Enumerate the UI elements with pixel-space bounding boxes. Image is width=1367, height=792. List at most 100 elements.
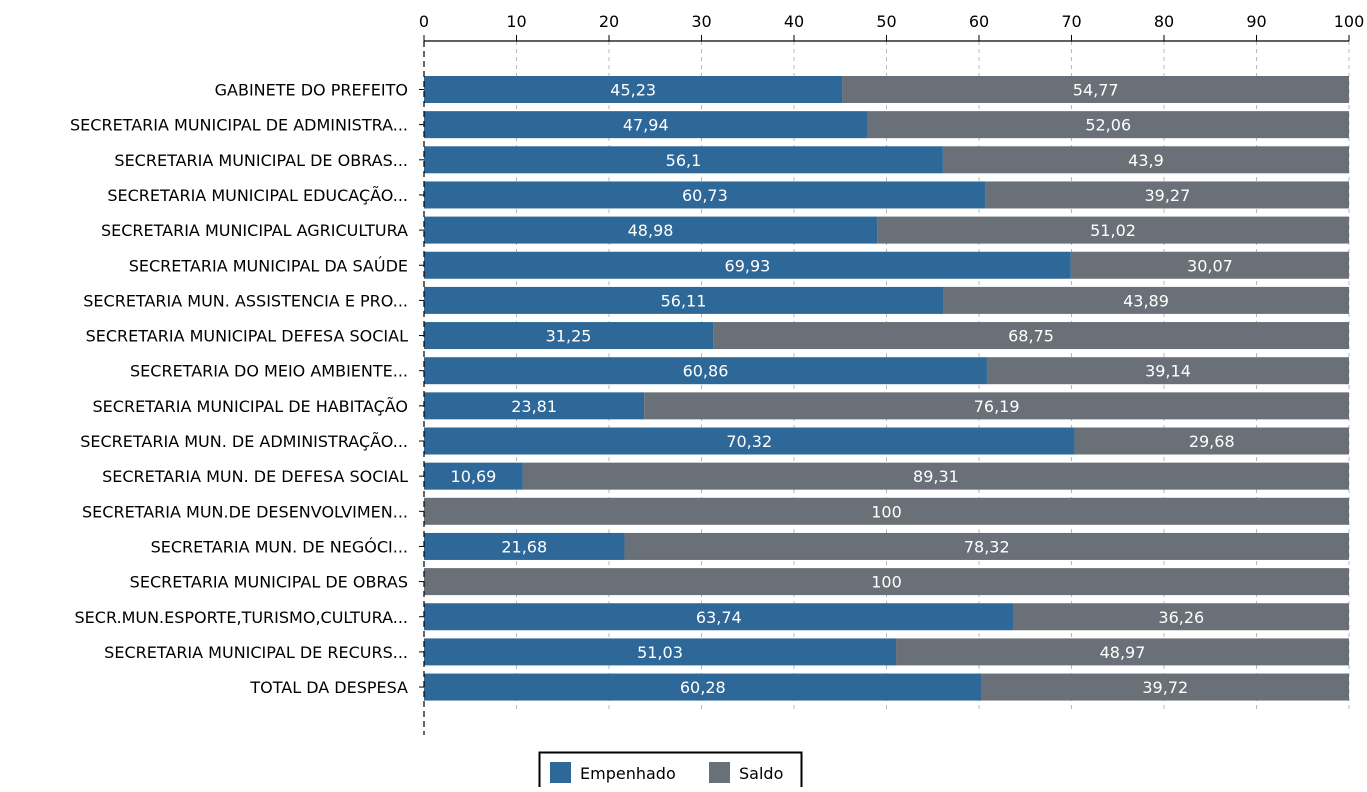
bar-segment-empenhado xyxy=(424,638,897,666)
category-label: SECRETARIA MUNICIPAL DE ADMINISTRA... xyxy=(70,116,408,135)
data-label: 43,9 xyxy=(1128,151,1164,170)
category-label: SECRETARIA MUN. ASSISTENCIA E PRO... xyxy=(83,291,408,310)
bar-segment-empenhado xyxy=(424,427,1075,455)
bar-segment-empenhado xyxy=(424,322,714,350)
bar-segment-empenhado xyxy=(424,286,944,314)
data-label: 48,97 xyxy=(1100,643,1146,662)
x-tick-label: 40 xyxy=(784,12,804,31)
bar-segment-saldo xyxy=(1013,603,1349,631)
data-label: 68,75 xyxy=(1008,327,1054,346)
category-label: SECRETARIA MUN. DE DEFESA SOCIAL xyxy=(102,467,408,486)
data-label: 48,98 xyxy=(628,221,674,240)
legend-label-saldo[interactable]: Saldo xyxy=(739,764,783,783)
category-label: GABINETE DO PREFEITO xyxy=(215,81,408,100)
bar-segment-saldo xyxy=(424,568,1349,596)
x-tick-label: 90 xyxy=(1246,12,1266,31)
category-label: SECRETARIA MUNICIPAL DE OBRAS xyxy=(130,573,408,592)
data-label: 10,69 xyxy=(451,467,497,486)
x-tick-label: 20 xyxy=(599,12,619,31)
data-label: 51,02 xyxy=(1090,221,1136,240)
category-label: SECRETARIA MUNICIPAL DE RECURS... xyxy=(104,643,408,662)
data-label: 39,27 xyxy=(1144,186,1190,205)
bar-segment-empenhado xyxy=(424,181,986,209)
data-label: 39,14 xyxy=(1145,362,1191,381)
bar-segment-saldo xyxy=(942,146,1349,174)
bar-segment-empenhado xyxy=(424,392,645,420)
bar-segment-saldo xyxy=(644,392,1349,420)
bar-segment-empenhado xyxy=(424,251,1071,279)
bar-segment-empenhado xyxy=(424,146,943,174)
data-label: 36,26 xyxy=(1158,608,1204,627)
legend-swatch-empenhado[interactable] xyxy=(550,762,571,783)
category-label: TOTAL DA DESPESA xyxy=(249,678,408,697)
x-tick-label: 10 xyxy=(506,12,526,31)
data-label: 31,25 xyxy=(546,327,592,346)
category-label: SECRETARIA MUNICIPAL AGRICULTURA xyxy=(101,221,408,240)
data-label: 39,72 xyxy=(1142,678,1188,697)
data-label: 45,23 xyxy=(610,81,656,100)
legend-swatch-saldo[interactable] xyxy=(709,762,730,783)
category-label: SECRETARIA MUN.DE DESENVOLVIMEN... xyxy=(82,502,408,521)
bar-segment-empenhado xyxy=(424,673,982,701)
data-label: 23,81 xyxy=(511,397,557,416)
category-label: SECRETARIA MUNICIPAL DA SAÚDE xyxy=(129,256,408,275)
data-label: 60,73 xyxy=(682,186,728,205)
bar-segment-empenhado xyxy=(424,532,625,560)
category-label: SECR.MUN.ESPORTE,TURISMO,CULTURA... xyxy=(75,608,409,627)
bar-segment-empenhado xyxy=(424,76,843,103)
bar-segment-saldo xyxy=(424,497,1349,525)
bar-segment-saldo xyxy=(981,673,1349,701)
bar-segment-empenhado xyxy=(424,216,878,244)
data-label: 70,32 xyxy=(726,432,772,451)
bar-segment-empenhado xyxy=(424,357,987,385)
data-label: 56,1 xyxy=(666,151,702,170)
x-tick-label: 50 xyxy=(876,12,896,31)
x-tick-label: 30 xyxy=(691,12,711,31)
data-label: 89,31 xyxy=(913,467,959,486)
data-label: 60,86 xyxy=(683,362,729,381)
data-label: 30,07 xyxy=(1187,256,1233,275)
data-label: 76,19 xyxy=(974,397,1020,416)
legend-label-empenhado[interactable]: Empenhado xyxy=(580,764,676,783)
x-tick-label: 100 xyxy=(1334,12,1365,31)
category-label: SECRETARIA MUN. DE NEGÓCI... xyxy=(151,537,408,556)
category-label: SECRETARIA MUN. DE ADMINISTRAÇÃO... xyxy=(80,432,408,451)
data-label: 69,93 xyxy=(725,256,771,275)
bar-segment-saldo xyxy=(842,76,1349,103)
category-label: SECRETARIA DO MEIO AMBIENTE... xyxy=(130,362,408,381)
bar-segment-saldo xyxy=(624,532,1349,560)
bars: 45,23 54,77 47,94 52,06 56,1 43,9 60,73 39,27 48… xyxy=(424,76,1349,701)
bar-segment-empenhado xyxy=(424,603,1014,631)
data-label: 43,89 xyxy=(1123,291,1169,310)
data-label: 54,77 xyxy=(1073,81,1119,100)
category-label: SECRETARIA MUNICIPAL DE HABITAÇÃO xyxy=(93,397,408,416)
x-tick-label: 80 xyxy=(1154,12,1174,31)
data-label: 51,03 xyxy=(637,643,683,662)
data-label: 21,68 xyxy=(501,537,547,556)
data-label: 63,74 xyxy=(696,608,742,627)
data-label: 56,11 xyxy=(661,291,707,310)
bar-segment-empenhado xyxy=(424,111,868,139)
data-label: 78,32 xyxy=(964,537,1010,556)
legend[interactable]: Empenhado Saldo xyxy=(538,751,803,790)
legend-box xyxy=(538,751,803,790)
bar-segment-saldo xyxy=(1070,251,1349,279)
bar-segment-saldo xyxy=(896,638,1349,666)
bar-segment-saldo xyxy=(867,111,1349,139)
bar-segment-saldo xyxy=(986,357,1349,385)
bar-segment-saldo xyxy=(1074,427,1349,455)
bar-segment-saldo xyxy=(877,216,1349,244)
data-label: 29,68 xyxy=(1189,432,1235,451)
data-label: 100 xyxy=(871,573,902,592)
category-label: SECRETARIA MUNICIPAL DE OBRAS... xyxy=(114,151,408,170)
data-label: 60,28 xyxy=(680,678,726,697)
x-tick-label: 60 xyxy=(969,12,989,31)
bar-segment-saldo xyxy=(943,286,1349,314)
bar-segment-empenhado xyxy=(424,462,523,490)
x-tick-label: 70 xyxy=(1061,12,1081,31)
data-label: 52,06 xyxy=(1085,116,1131,135)
data-label: 100 xyxy=(871,502,902,521)
bar-segment-saldo xyxy=(985,181,1349,209)
